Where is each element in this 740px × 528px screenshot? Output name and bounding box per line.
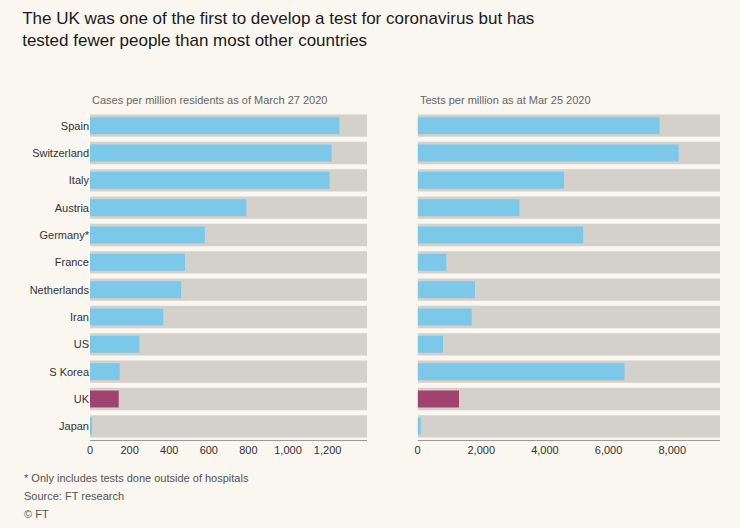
svg-text:0: 0 [415,444,421,456]
svg-text:The UK was one of the first to: The UK was one of the first to develop a… [22,9,534,50]
svg-text:US: US [74,338,89,350]
svg-text:Germany*: Germany* [39,229,89,241]
svg-text:0: 0 [87,444,93,456]
svg-text:© FT: © FT [24,508,49,520]
svg-text:France: France [55,256,89,268]
svg-text:Cases per million residents as: Cases per million residents as of March … [92,94,327,106]
svg-text:4,000: 4,000 [531,444,559,456]
svg-text:400: 400 [160,444,178,456]
svg-text:1,000: 1,000 [274,444,302,456]
svg-text:Netherlands: Netherlands [30,284,90,296]
svg-text:Switzerland: Switzerland [32,147,89,159]
svg-text:Source: FT research: Source: FT research [24,490,124,502]
svg-text:Tests per million as at Mar 25: Tests per million as at Mar 25 2020 [420,94,591,106]
svg-text:800: 800 [239,444,257,456]
svg-text:Japan: Japan [59,420,89,432]
svg-text:Austria: Austria [55,202,90,214]
svg-text:* Only includes tests done out: * Only includes tests done outside of ho… [24,472,249,484]
svg-text:2,000: 2,000 [467,444,495,456]
svg-text:600: 600 [200,444,218,456]
svg-text:Spain: Spain [61,120,89,132]
svg-text:8,000: 8,000 [658,444,686,456]
svg-text:1,200: 1,200 [314,444,342,456]
svg-text:UK: UK [74,393,90,405]
svg-text:200: 200 [120,444,138,456]
svg-text:S Korea: S Korea [49,366,90,378]
svg-text:6,000: 6,000 [595,444,623,456]
svg-text:Iran: Iran [70,311,89,323]
svg-text:Italy: Italy [69,174,90,186]
